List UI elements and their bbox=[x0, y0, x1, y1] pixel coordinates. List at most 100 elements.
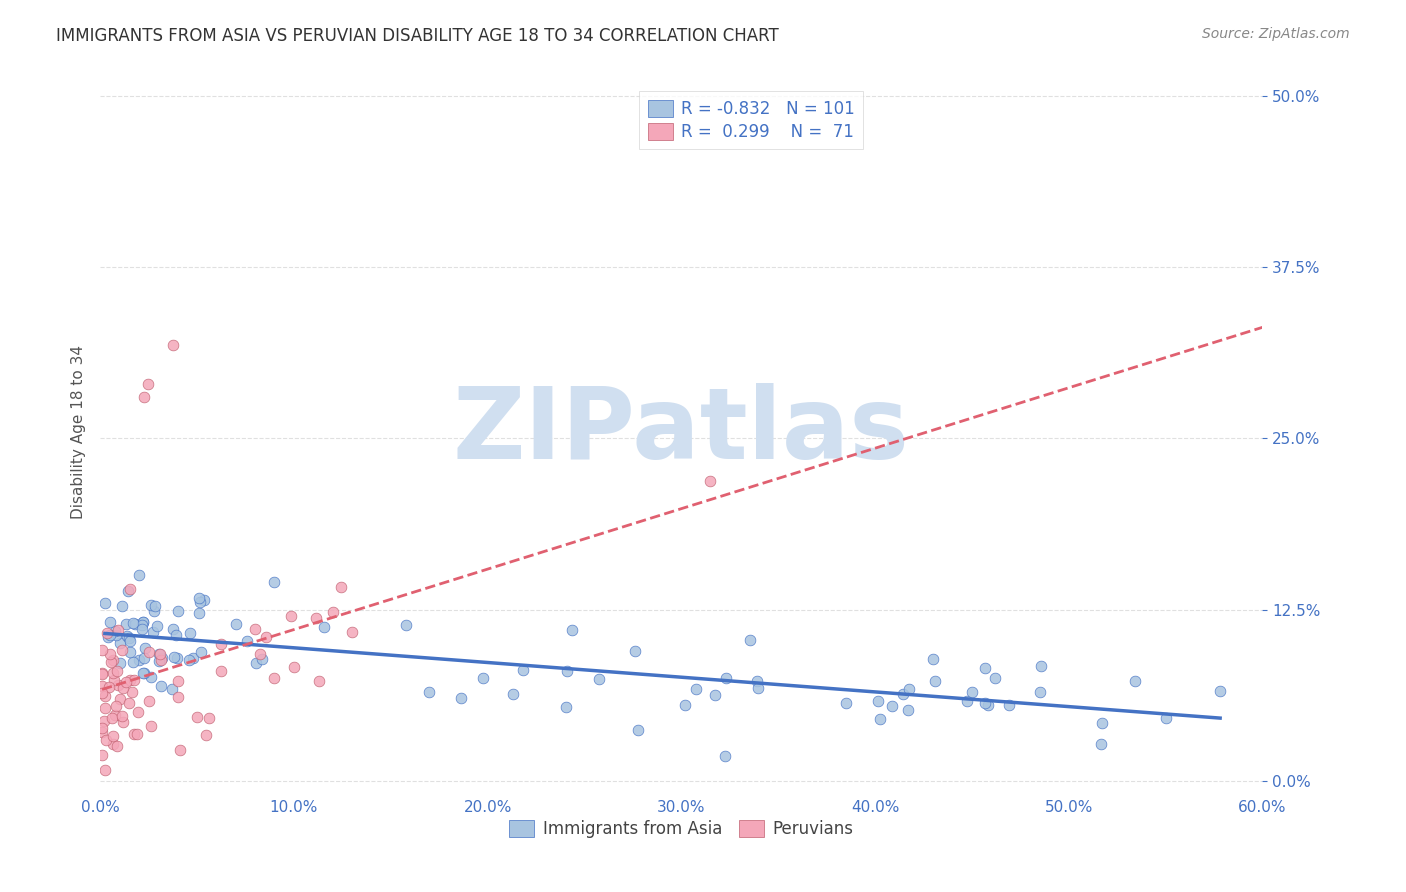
Point bbox=[250, 652, 273, 666]
Point bbox=[329, 581, 352, 595]
Point bbox=[128, 568, 150, 582]
Point bbox=[166, 690, 188, 704]
Point bbox=[1028, 684, 1050, 698]
Point bbox=[107, 623, 129, 637]
Point bbox=[132, 665, 155, 680]
Point bbox=[187, 606, 209, 620]
Point bbox=[121, 655, 143, 669]
Point bbox=[107, 678, 129, 692]
Point bbox=[148, 647, 170, 661]
Point bbox=[974, 696, 997, 710]
Point bbox=[312, 620, 335, 634]
Point bbox=[627, 723, 650, 737]
Point bbox=[101, 729, 124, 743]
Point bbox=[117, 696, 139, 710]
Point bbox=[115, 617, 138, 632]
Point bbox=[111, 714, 134, 729]
Point bbox=[1090, 716, 1112, 731]
Point bbox=[91, 667, 114, 681]
Point bbox=[120, 582, 142, 596]
Text: Source: ZipAtlas.com: Source: ZipAtlas.com bbox=[1202, 27, 1350, 41]
Point bbox=[254, 631, 277, 645]
Point bbox=[305, 610, 328, 624]
Point bbox=[699, 474, 721, 488]
Point bbox=[134, 640, 156, 655]
Point bbox=[340, 625, 363, 640]
Point bbox=[94, 690, 117, 704]
Text: ZIPatlas: ZIPatlas bbox=[453, 383, 910, 480]
Point bbox=[138, 694, 160, 708]
Point bbox=[984, 671, 1007, 685]
Point bbox=[236, 634, 259, 648]
Point bbox=[132, 615, 155, 629]
Point bbox=[148, 654, 170, 668]
Point bbox=[198, 711, 221, 725]
Point bbox=[121, 685, 143, 699]
Point bbox=[835, 696, 858, 710]
Point bbox=[91, 747, 114, 762]
Point bbox=[132, 615, 155, 630]
Point bbox=[897, 703, 920, 717]
Point bbox=[998, 698, 1021, 712]
Point bbox=[1209, 683, 1232, 698]
Point bbox=[111, 599, 134, 614]
Point bbox=[245, 656, 267, 670]
Point bbox=[93, 714, 115, 728]
Point bbox=[105, 699, 128, 714]
Point bbox=[190, 645, 212, 659]
Point bbox=[960, 685, 983, 699]
Point bbox=[747, 681, 769, 696]
Point bbox=[134, 390, 156, 404]
Point bbox=[280, 609, 302, 624]
Point bbox=[118, 634, 141, 648]
Point bbox=[263, 575, 285, 590]
Point bbox=[747, 674, 769, 689]
Point bbox=[138, 645, 160, 659]
Point bbox=[166, 673, 188, 688]
Point bbox=[162, 338, 184, 352]
Point bbox=[91, 724, 114, 739]
Point bbox=[114, 674, 136, 689]
Point bbox=[149, 647, 172, 661]
Point bbox=[91, 686, 114, 700]
Point bbox=[181, 651, 204, 665]
Point bbox=[139, 670, 162, 684]
Point bbox=[502, 687, 524, 701]
Point bbox=[308, 673, 330, 688]
Point bbox=[118, 632, 141, 646]
Point bbox=[145, 599, 167, 614]
Point bbox=[977, 698, 1000, 713]
Point bbox=[193, 592, 215, 607]
Point bbox=[124, 617, 146, 632]
Point bbox=[146, 619, 169, 633]
Point bbox=[98, 628, 121, 642]
Point bbox=[1029, 658, 1052, 673]
Point bbox=[104, 628, 127, 642]
Point bbox=[450, 691, 472, 706]
Point bbox=[94, 596, 117, 610]
Point bbox=[624, 644, 647, 658]
Point bbox=[1123, 673, 1146, 688]
Point bbox=[97, 680, 120, 694]
Point bbox=[105, 664, 128, 678]
Point bbox=[188, 591, 211, 605]
Point bbox=[249, 647, 271, 661]
Point bbox=[104, 708, 127, 723]
Point bbox=[322, 605, 344, 619]
Point bbox=[163, 650, 186, 665]
Point bbox=[104, 624, 127, 639]
Point bbox=[673, 698, 696, 712]
Point bbox=[108, 635, 131, 649]
Point bbox=[150, 653, 173, 667]
Point bbox=[169, 743, 191, 757]
Point bbox=[141, 599, 163, 613]
Point bbox=[166, 651, 188, 665]
Point bbox=[179, 626, 201, 640]
Point bbox=[243, 622, 266, 636]
Point bbox=[96, 625, 118, 640]
Point bbox=[127, 705, 149, 719]
Point bbox=[555, 699, 578, 714]
Point bbox=[115, 629, 138, 643]
Point bbox=[225, 616, 247, 631]
Point bbox=[91, 721, 114, 735]
